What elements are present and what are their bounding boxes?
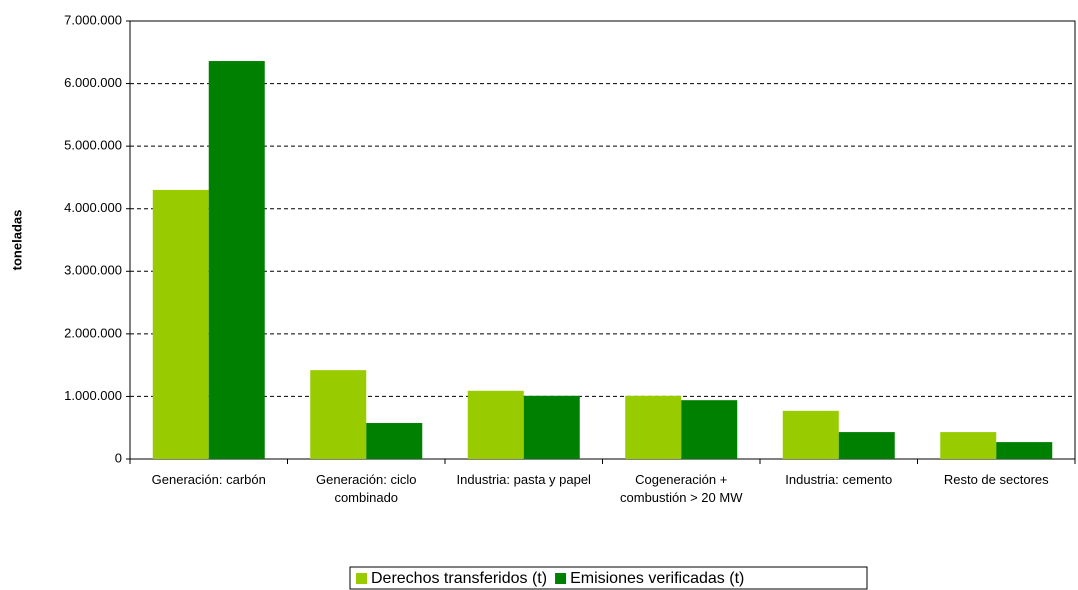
bar	[940, 432, 997, 459]
bar	[208, 61, 265, 459]
y-tick-label: 1.000.000	[64, 388, 122, 403]
bar	[782, 410, 839, 459]
y-tick-label: 0	[115, 450, 122, 465]
x-tick-label: Generación: ciclo combinado	[316, 472, 417, 505]
plot-frame	[129, 20, 1076, 460]
y-tick-label: 4.000.000	[64, 200, 122, 215]
bar	[681, 400, 738, 459]
legend-swatch	[356, 573, 367, 584]
x-tick-label: Industria: cemento	[785, 472, 893, 487]
bar	[152, 189, 209, 459]
x-tick-label: Cogeneración + combustión > 20 MW	[620, 472, 743, 505]
bar	[467, 390, 524, 459]
y-tick-label: 7.000.000	[64, 12, 122, 27]
bar	[996, 442, 1053, 459]
legend-swatch	[555, 573, 567, 584]
y-tick-label: 3.000.000	[64, 263, 122, 278]
bar	[310, 370, 367, 459]
bar	[523, 395, 580, 459]
bar	[366, 423, 423, 459]
bar	[838, 432, 895, 459]
y-axis-label: toneladas	[9, 210, 24, 271]
y-tick-label: 5.000.000	[64, 138, 122, 153]
legend-label: Derechos transferidos (t)	[371, 570, 547, 587]
y-tick-label: 6.000.000	[64, 75, 122, 90]
x-tick-label: Generación: carbón	[151, 472, 266, 487]
y-tick-label: 2.000.000	[64, 325, 122, 340]
legend-box	[349, 566, 868, 590]
x-tick-label: Resto de sectores	[943, 472, 1049, 487]
x-tick-label: Industria: pasta y papel	[456, 472, 591, 487]
bar	[625, 395, 682, 459]
legend-label: Emisiones verificadas (t)	[570, 570, 744, 587]
